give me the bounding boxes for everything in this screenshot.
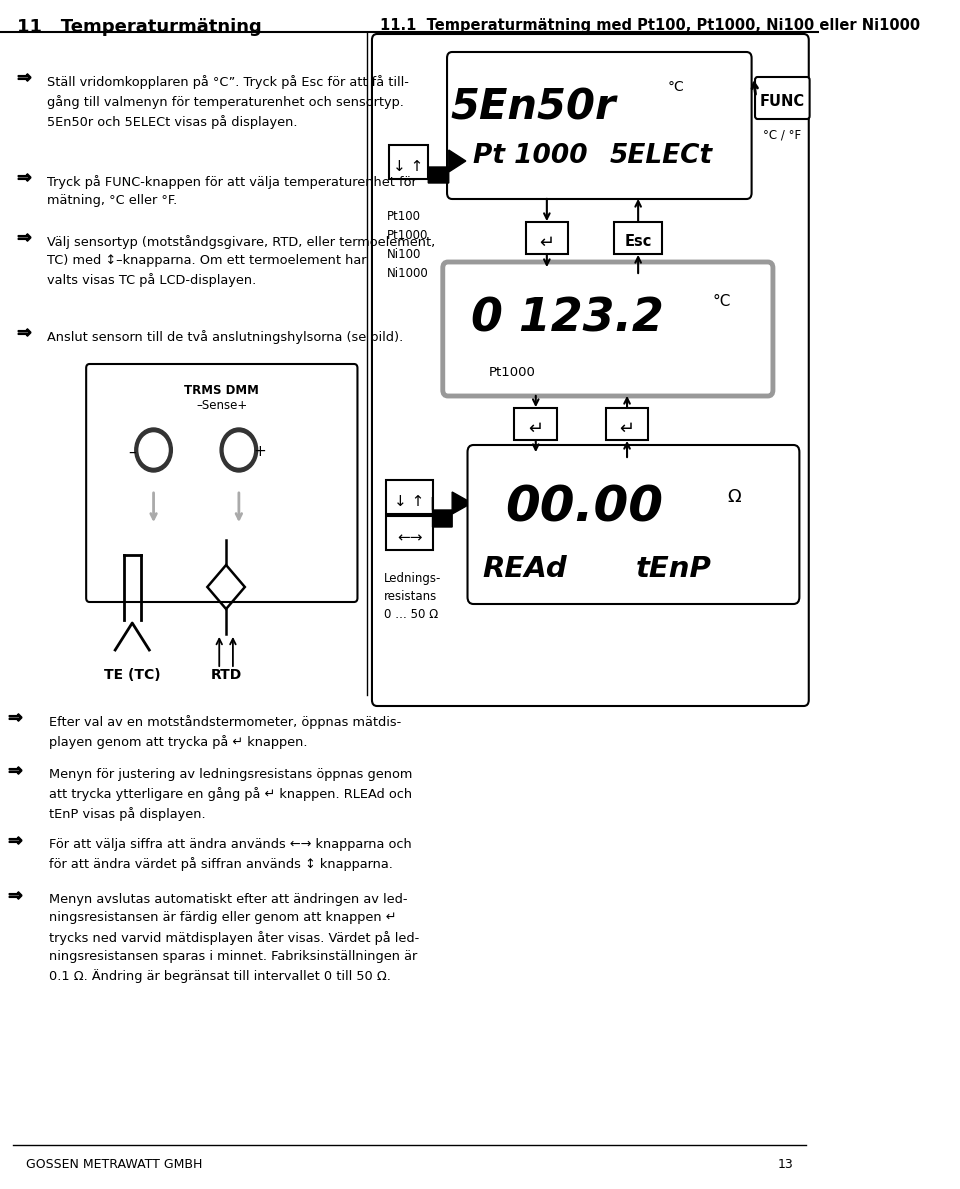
Polygon shape: [433, 492, 471, 527]
Text: °C / °F: °C / °F: [763, 128, 802, 141]
Text: 13: 13: [778, 1158, 793, 1171]
Text: 5ELECt: 5ELECt: [610, 143, 713, 169]
Text: –Sense+: –Sense+: [196, 400, 248, 413]
FancyBboxPatch shape: [387, 516, 433, 551]
Circle shape: [220, 428, 257, 472]
Text: RTD: RTD: [210, 668, 242, 682]
FancyBboxPatch shape: [614, 222, 662, 254]
Text: Esc: Esc: [624, 234, 652, 249]
Text: 11   Temperaturmätning: 11 Temperaturmätning: [17, 18, 262, 36]
Text: Pt1000: Pt1000: [387, 229, 428, 243]
FancyBboxPatch shape: [525, 222, 568, 254]
Text: GOSSEN METRAWATT GMBH: GOSSEN METRAWATT GMBH: [26, 1158, 202, 1171]
FancyBboxPatch shape: [468, 445, 800, 604]
Text: –: –: [129, 445, 136, 459]
Circle shape: [225, 433, 253, 467]
Text: tEnP: tEnP: [636, 555, 712, 583]
Text: Ω: Ω: [728, 487, 741, 507]
Text: Pt 1000: Pt 1000: [473, 143, 588, 169]
Text: 00.00: 00.00: [505, 484, 663, 531]
FancyBboxPatch shape: [515, 408, 557, 440]
Text: °C: °C: [712, 294, 731, 309]
Text: ↵: ↵: [528, 420, 543, 438]
Text: ↓ ↑: ↓ ↑: [394, 159, 423, 174]
Text: Ställ vridomkopplaren på °C”. Tryck på Esc för att få till-
gång till valmenyn f: Ställ vridomkopplaren på °C”. Tryck på E…: [47, 75, 409, 128]
Text: °C: °C: [667, 80, 684, 94]
Circle shape: [139, 433, 168, 467]
FancyBboxPatch shape: [443, 262, 773, 396]
Text: Efter val av en motståndstermometer, öppnas mätdis-
playen genom att trycka på ↵: Efter val av en motståndstermometer, öpp…: [50, 715, 401, 749]
Text: Ni100: Ni100: [387, 249, 420, 262]
Text: För att välja siffra att ändra används ←→ knapparna och
för att ändra värdet på : För att välja siffra att ändra används ←…: [50, 838, 412, 872]
FancyBboxPatch shape: [755, 77, 809, 119]
FancyBboxPatch shape: [387, 480, 433, 514]
Text: 5En50r: 5En50r: [450, 86, 616, 128]
FancyBboxPatch shape: [447, 52, 752, 199]
Text: Menyn avslutas automatiskt efter att ändringen av led-
ningsresistansen är färdi: Menyn avslutas automatiskt efter att änd…: [50, 893, 420, 983]
Text: Lednings-
resistans
0 … 50 Ω: Lednings- resistans 0 … 50 Ω: [384, 572, 442, 621]
Text: ↓ ↑: ↓ ↑: [395, 493, 424, 509]
Text: +: +: [253, 445, 267, 459]
Text: Pt1000: Pt1000: [489, 366, 536, 379]
Polygon shape: [428, 150, 466, 183]
Text: REAd: REAd: [482, 555, 567, 583]
Text: Välj sensortyp (motståndgsgivare, RTD, eller termoelement,
TC) med ↕–knapparna. : Välj sensortyp (motståndgsgivare, RTD, e…: [47, 235, 435, 288]
FancyBboxPatch shape: [389, 145, 428, 180]
Text: Menyn för justering av ledningsresistans öppnas genom
att trycka ytterligare en : Menyn för justering av ledningsresistans…: [50, 768, 413, 820]
Text: ↵: ↵: [619, 420, 635, 438]
Text: 0 123.2: 0 123.2: [471, 296, 663, 341]
FancyBboxPatch shape: [606, 408, 648, 440]
Text: 11.1  Temperaturmätning med Pt100, Pt1000, Ni100 eller Ni1000: 11.1 Temperaturmätning med Pt100, Pt1000…: [379, 18, 920, 33]
Text: Pt100: Pt100: [387, 210, 420, 224]
Text: Anslut sensorn till de två anslutningshylsorna (se bild).: Anslut sensorn till de två anslutningshy…: [47, 331, 403, 344]
Text: FUNC: FUNC: [759, 94, 804, 109]
Text: TE (TC): TE (TC): [104, 668, 160, 682]
FancyBboxPatch shape: [86, 364, 357, 602]
Text: Tryck på FUNC-knappen för att välja temperaturenhet för
mätning, °C eller °F.: Tryck på FUNC-knappen för att välja temp…: [47, 175, 417, 207]
Text: ←→: ←→: [396, 530, 422, 545]
Circle shape: [134, 428, 173, 472]
Text: TRMS DMM: TRMS DMM: [184, 384, 259, 397]
Text: ↵: ↵: [540, 234, 555, 252]
Text: Ni1000: Ni1000: [387, 268, 428, 279]
FancyBboxPatch shape: [372, 34, 808, 706]
